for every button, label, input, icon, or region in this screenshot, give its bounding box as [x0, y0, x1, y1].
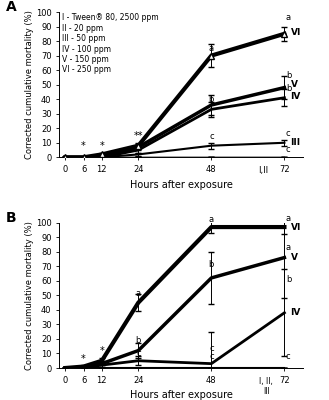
Text: *: * — [99, 346, 104, 356]
Text: c: c — [286, 145, 291, 154]
Text: I - Tween® 80, 2500 ppm
II - 20 ppm
III - 50 ppm
IV - 100 ppm
V - 150 ppm
VI - 2: I - Tween® 80, 2500 ppm II - 20 ppm III … — [62, 14, 158, 74]
Text: *: * — [81, 354, 86, 364]
Text: V: V — [291, 253, 297, 262]
Text: IV: IV — [291, 308, 301, 317]
Text: a: a — [286, 214, 291, 223]
Y-axis label: Corrected cumulative mortality (%): Corrected cumulative mortality (%) — [25, 10, 35, 159]
Text: I,II: I,II — [258, 166, 268, 175]
Text: VI: VI — [291, 222, 301, 232]
Text: IV: IV — [291, 92, 301, 101]
Text: b: b — [209, 94, 214, 104]
Text: b: b — [286, 84, 291, 93]
Text: b: b — [286, 71, 291, 80]
Y-axis label: Corrected cumulative mortality (%): Corrected cumulative mortality (%) — [25, 221, 35, 370]
Text: b: b — [286, 275, 291, 284]
Text: a: a — [136, 289, 141, 298]
Text: V: V — [291, 80, 297, 89]
Text: c: c — [209, 352, 214, 361]
Text: c: c — [286, 130, 291, 138]
X-axis label: Hours after exposure: Hours after exposure — [130, 180, 232, 190]
Text: c: c — [209, 344, 214, 354]
Text: *: * — [81, 141, 86, 151]
Text: VI: VI — [291, 28, 301, 37]
Text: *: * — [99, 141, 104, 151]
Text: a: a — [209, 215, 214, 224]
X-axis label: Hours after exposure: Hours after exposure — [130, 390, 232, 400]
Text: a: a — [286, 13, 291, 22]
Text: A: A — [6, 0, 16, 14]
Text: a: a — [209, 44, 214, 53]
Text: a: a — [286, 243, 291, 252]
Text: b: b — [209, 260, 214, 269]
Text: **: ** — [134, 131, 143, 141]
Text: III: III — [291, 138, 301, 147]
Text: c: c — [136, 349, 141, 358]
Text: c: c — [209, 132, 214, 141]
Text: b: b — [136, 336, 141, 345]
Text: B: B — [6, 211, 16, 225]
Text: I, II,
III: I, II, III — [259, 377, 273, 396]
Text: c: c — [286, 352, 291, 361]
